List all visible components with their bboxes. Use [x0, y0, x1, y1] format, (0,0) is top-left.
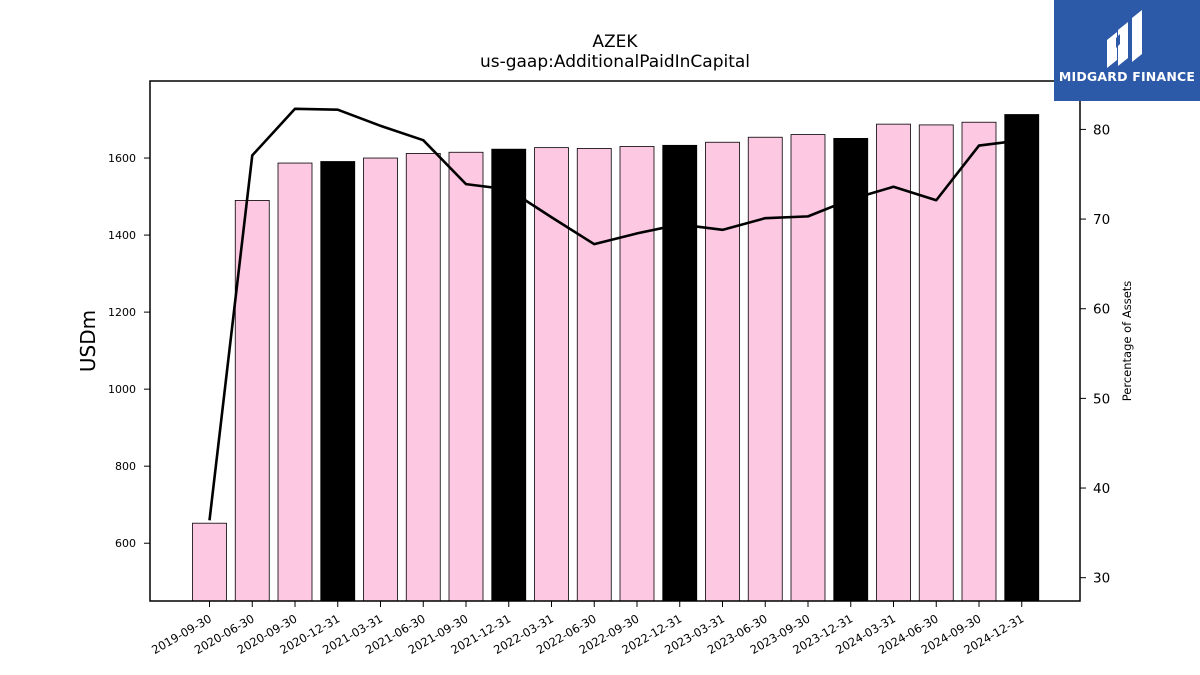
y2-axis-label: Percentage of Assets: [1120, 281, 1134, 402]
bar: [534, 147, 569, 602]
bar: [363, 157, 398, 602]
bar: [491, 148, 527, 602]
bar: [918, 124, 954, 602]
logo-text: MIDGARD FINANCE: [1058, 69, 1196, 84]
bar: [320, 161, 356, 602]
bar: [790, 134, 826, 602]
bar: [705, 141, 740, 602]
chart-title: AZEK: [592, 32, 638, 52]
series-line: [208, 107, 1022, 521]
bar: [833, 137, 869, 602]
midgard-finance-logo: MIDGARD FINANCE: [1054, 0, 1200, 101]
y-tick-label: 1000: [108, 383, 136, 396]
bar: [405, 153, 441, 602]
bar: [961, 121, 997, 602]
y2-tick-label: 30: [1093, 571, 1110, 587]
y-tick-label: 800: [115, 460, 136, 473]
bar: [876, 123, 911, 602]
bar: [747, 136, 783, 602]
y2-tick-label: 40: [1093, 481, 1110, 497]
y-tick-label: 1200: [108, 306, 136, 319]
chart-subtitle: us-gaap:AdditionalPaidInCapital: [479, 52, 751, 72]
y-tick-label: 1400: [108, 229, 136, 242]
bar: [192, 522, 227, 602]
y-tick-label: 1600: [108, 152, 136, 165]
bar: [277, 162, 313, 602]
y-axis-label: USDm: [76, 310, 100, 372]
bar: [1004, 114, 1040, 602]
bar: [576, 148, 612, 602]
y2-tick-label: 70: [1093, 212, 1110, 228]
bar: [619, 146, 655, 602]
plot-frame: [149, 80, 1081, 602]
y2-tick-label: 80: [1093, 122, 1110, 138]
y2-tick-label: 60: [1093, 302, 1110, 318]
logo-mark-icon: [1107, 10, 1142, 68]
y-tick-label: 600: [115, 537, 136, 550]
y2-tick-label: 50: [1093, 391, 1110, 407]
bar: [448, 151, 484, 602]
bar: [234, 200, 270, 602]
bar: [662, 144, 698, 602]
